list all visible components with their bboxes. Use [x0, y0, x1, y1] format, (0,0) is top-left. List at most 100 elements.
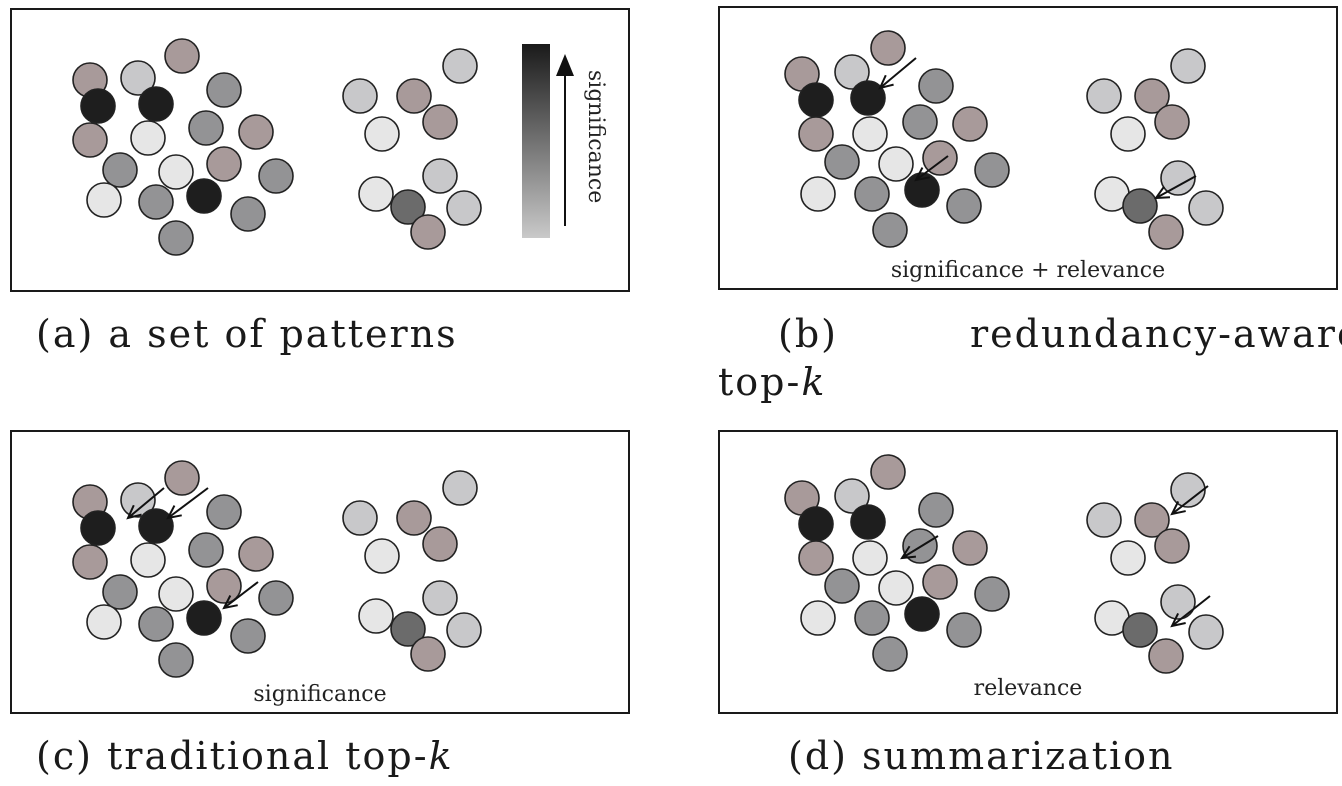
panel-c-inner-label: significance [253, 682, 387, 707]
panel-b-pattern-circle [1148, 214, 1184, 250]
panel-a-pattern-circle [188, 110, 224, 146]
panel-b-pattern-circle [974, 152, 1010, 188]
panel-b-pattern-circle [852, 116, 888, 152]
panel-a-canvas [72, 38, 574, 256]
panel-c-pattern-circle [186, 600, 222, 636]
panel-b-pattern-circle [902, 104, 938, 140]
panel-a-pattern-circle [206, 72, 242, 108]
panel-a-pattern-circle [130, 120, 166, 156]
panel-c: significance [10, 430, 630, 714]
panel-c-pattern-circle [130, 542, 166, 578]
panel-b-pointer-arrow [1155, 175, 1197, 199]
panel-a-pattern-circle [186, 178, 222, 214]
panel-b-pattern-circle [850, 80, 886, 116]
panel-c-pattern-circle [80, 510, 116, 546]
panel-a-pattern-circle [138, 86, 174, 122]
panel-d-pattern-circle [1188, 614, 1224, 650]
panel-c-pattern-circle [206, 568, 242, 604]
panel-c-pattern-circle [358, 598, 394, 634]
panel-c-pattern-circle [422, 526, 458, 562]
panel-b-pattern-circle [904, 172, 940, 208]
panel-d-pattern-circle [922, 564, 958, 600]
panel-d-pattern-circle [850, 504, 886, 540]
panel-a-pattern-circle [206, 146, 242, 182]
caption-c: (c) traditional top-k [36, 734, 454, 778]
panel-b-pattern-circle [1134, 78, 1170, 114]
panel-a-pattern-circle [390, 189, 426, 225]
panel-d-pattern-circle [872, 636, 908, 672]
panel-c-arrowhead [166, 505, 182, 520]
panel-c-arrowhead [222, 595, 238, 610]
panel-d: relevance [718, 430, 1338, 714]
panel-b: significance + relevance [718, 6, 1338, 290]
panel-c-pattern-circle [188, 532, 224, 568]
panel-b-pattern-circle [918, 68, 954, 104]
panel-b-pattern-circle [1154, 104, 1190, 140]
panel-d-arrowhead [900, 545, 917, 560]
panel-a-pattern-circle [158, 154, 194, 190]
panel-d-pattern-circle [798, 540, 834, 576]
panel-c-pattern-circle [238, 536, 274, 572]
panel-c-pattern-circle [390, 611, 426, 647]
panel-c-pointer-arrow [167, 487, 209, 519]
panel-b-pattern-circle [854, 176, 890, 212]
panel-d-pattern-circle [1122, 612, 1158, 648]
panel-c-pattern-circle [102, 574, 138, 610]
panel-b-pattern-circle [800, 176, 836, 212]
caption-d: (d) summarization [788, 734, 1175, 778]
panel-c-pattern-circle [364, 538, 400, 574]
panel-a-pattern-circle [422, 104, 458, 140]
panel-d-inner-label: relevance [973, 676, 1083, 701]
panel-b-pattern-circle [872, 212, 908, 248]
panel-c-pattern-circle [86, 604, 122, 640]
panel-c-pattern-circle [120, 482, 156, 518]
panel-a-pattern-circle [342, 78, 378, 114]
panel-b-inner-label: significance + relevance [890, 258, 1166, 283]
panel-b-pattern-circle [870, 30, 906, 66]
panel-a-pattern-circle [80, 88, 116, 124]
panel-c-pattern-circle [342, 500, 378, 536]
panel-d-pattern-circle [798, 506, 834, 542]
panel-d-pointer-arrow [1171, 595, 1211, 627]
panel-b-pointer-arrow [879, 57, 917, 89]
panel-c-canvas [72, 460, 482, 678]
panel-d-pattern-circle [952, 530, 988, 566]
panel-d-pattern-circle [800, 600, 836, 636]
panel-a: significance [10, 8, 630, 292]
caption-a: (a) a set of patterns [36, 312, 458, 356]
significance-gradient-bar [522, 44, 550, 238]
panel-c-pattern-circle [138, 508, 174, 544]
panel-b-pattern-circle [952, 106, 988, 142]
panel-c-pattern-circle [410, 636, 446, 672]
panel-c-pattern-circle [138, 606, 174, 642]
panel-b-pattern-circle [1170, 48, 1206, 84]
panel-a-pattern-circle [102, 152, 138, 188]
panel-d-pattern-circle [1154, 528, 1190, 564]
panel-d-pattern-circle [878, 570, 914, 606]
panel-b-pattern-circle [922, 140, 958, 176]
panel-d-pattern-circle [1134, 502, 1170, 538]
panel-a-pattern-circle [120, 60, 156, 96]
panel-d-pointer-arrow [901, 535, 939, 559]
panel-d-pattern-circle [854, 600, 890, 636]
panel-a-pattern-circle [442, 48, 478, 84]
panel-b-pattern-circle [1188, 190, 1224, 226]
panel-d-pattern-circle [852, 540, 888, 576]
panel-d-pattern-circle [824, 568, 860, 604]
panel-b-pattern-circle [878, 146, 914, 182]
panel-a-pattern-circle [422, 158, 458, 194]
panel-d-pattern-circle [918, 492, 954, 528]
panel-d-pointer-arrow [1171, 485, 1209, 515]
panel-d-pattern-circle [1160, 584, 1196, 620]
panel-b-arrowhead [878, 74, 894, 90]
panel-d-pattern-circle [870, 454, 906, 490]
panel-d-arrowhead [1170, 612, 1186, 628]
panel-d-pattern-circle [974, 576, 1010, 612]
panel-c-pattern-circle [396, 500, 432, 536]
panel-d-pattern-circle [1110, 540, 1146, 576]
panel-a-pattern-circle [230, 196, 266, 232]
significance-arrowhead [556, 54, 574, 76]
caption-b-part1: (b) [778, 312, 838, 356]
panel-c-pattern-circle [446, 612, 482, 648]
panel-c-pattern-circle [206, 494, 242, 530]
